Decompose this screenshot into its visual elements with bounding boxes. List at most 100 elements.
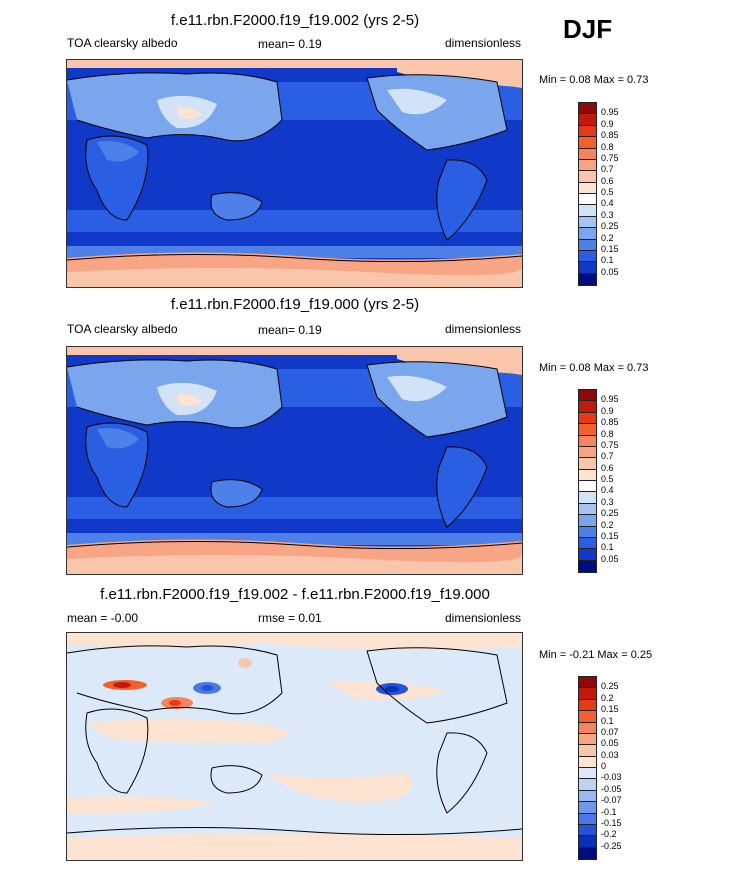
colorbar-tick-label: -0.25 bbox=[601, 840, 622, 851]
min-max-label: Min = 0.08 Max = 0.73 bbox=[539, 362, 649, 374]
colorbar-swatch bbox=[579, 515, 596, 527]
colorbar-tick-label: 0.1 bbox=[601, 715, 614, 726]
colorbar-tick-label: 0.6 bbox=[601, 175, 614, 186]
colorbar-swatch bbox=[579, 722, 596, 734]
colorbar-swatch bbox=[579, 756, 596, 768]
colorbar-tick-label: 0.4 bbox=[601, 485, 614, 496]
colorbar-swatch bbox=[579, 492, 596, 504]
colorbar-swatch bbox=[579, 148, 596, 160]
panel-title: f.e11.rbn.F2000.f19_f19.000 (yrs 2-5) bbox=[170, 296, 420, 313]
colorbar-tick-label: 0.1 bbox=[601, 542, 614, 553]
colorbar-swatch bbox=[579, 182, 596, 194]
colorbar-labels: 0.95 0.9 0.85 0.8 0.75 0.7 0.6 0.5 0.4 0.3 0.25 0.2… bbox=[601, 389, 641, 571]
colorbar-swatch bbox=[579, 446, 596, 459]
colorbar-tick-label: 0 bbox=[601, 761, 607, 771]
colorbar-tick-label: 0.8 bbox=[601, 428, 614, 439]
colorbar-tick-label: 0.07 bbox=[601, 726, 619, 737]
colorbar-swatch bbox=[579, 526, 596, 538]
colorbar-swatch bbox=[579, 537, 596, 550]
map-graphic bbox=[67, 633, 522, 860]
colorbar-tick-label: -0.05 bbox=[601, 783, 622, 794]
colorbar-tick-label: 0.6 bbox=[601, 462, 614, 473]
colorbar-swatch bbox=[579, 435, 596, 447]
colorbar-tick-label: -0.03 bbox=[601, 772, 622, 783]
albedo-map bbox=[66, 346, 523, 575]
colorbar-swatch bbox=[579, 790, 596, 803]
colorbar-tick-label: 0.3 bbox=[601, 496, 614, 507]
variable-label: TOA clearsky albedo bbox=[67, 36, 178, 50]
colorbar-tick-label: 0.9 bbox=[601, 118, 614, 129]
colorbar-swatch bbox=[579, 401, 596, 413]
colorbar-tick-label: 0.85 bbox=[601, 417, 619, 428]
colorbar-swatch bbox=[579, 560, 596, 572]
colorbar-swatch bbox=[579, 159, 596, 172]
map-graphic bbox=[67, 347, 522, 574]
colorbar-swatch bbox=[579, 424, 596, 436]
colorbar-swatch bbox=[579, 228, 596, 240]
colorbar-tick-label: 0.75 bbox=[601, 439, 619, 450]
colorbar-swatch bbox=[579, 262, 596, 274]
colorbar-tick-label: 0.2 bbox=[601, 692, 614, 703]
colorbar-tick-label: 0.03 bbox=[601, 749, 619, 760]
colorbar-swatch bbox=[579, 250, 596, 263]
colorbar-swatch bbox=[579, 813, 596, 825]
colorbar-tick-label: 0.15 bbox=[601, 243, 619, 254]
colorbar-tick-label: -0.1 bbox=[601, 806, 617, 817]
colorbar-swatch bbox=[579, 847, 596, 859]
colorbar-tick-label: 0.5 bbox=[601, 474, 614, 484]
colorbar-tick-label: 0.25 bbox=[601, 508, 619, 519]
colorbar-swatch bbox=[579, 390, 596, 402]
colorbar-tick-label: 0.9 bbox=[601, 405, 614, 416]
colorbar-tick-label: 0.3 bbox=[601, 209, 614, 220]
colorbar-swatch bbox=[579, 677, 596, 689]
colorbar-labels: 0.95 0.9 0.85 0.8 0.75 0.7 0.6 0.5 0.4 0.3 0.25 0.2… bbox=[601, 102, 641, 284]
mean-label: mean= 0.19 bbox=[258, 323, 322, 337]
colorbar-tick-label: 0.8 bbox=[601, 141, 614, 152]
colorbar-swatch bbox=[579, 779, 596, 791]
colorbar-tick-label: 0.15 bbox=[601, 704, 619, 715]
colorbar-tick-label: 0.15 bbox=[601, 530, 619, 541]
colorbar-tick-label: 0.25 bbox=[601, 681, 619, 692]
colorbar-swatch bbox=[579, 171, 596, 183]
panel-title: f.e11.rbn.F2000.f19_f19.002 - f.e11.rbn.… bbox=[100, 586, 490, 603]
colorbar-tick-label: 0.2 bbox=[601, 519, 614, 530]
colorbar-swatch bbox=[579, 412, 596, 425]
season-label: DJF bbox=[563, 14, 613, 44]
colorbar-tick-label: 0.4 bbox=[601, 198, 614, 209]
colorbar-swatch bbox=[579, 745, 596, 757]
map-graphic bbox=[67, 60, 522, 287]
colorbar-swatch bbox=[579, 469, 596, 481]
colorbar-swatch bbox=[579, 103, 596, 115]
colorbar bbox=[578, 676, 597, 860]
colorbar-tick-label: 0.7 bbox=[601, 164, 614, 175]
units-label: dimensionless bbox=[445, 36, 522, 50]
colorbar-tick-label: 0.05 bbox=[601, 266, 619, 277]
colorbar-tick-label: 0.1 bbox=[601, 255, 614, 266]
colorbar-swatch bbox=[579, 273, 596, 285]
colorbar-tick-label: 0.95 bbox=[601, 394, 619, 405]
colorbar-tick-label: 0.75 bbox=[601, 152, 619, 163]
colorbar-labels: 0.25 0.2 0.15 0.1 0.07 0.05 0.03 0 -0.03 -0.05 -0.… bbox=[601, 676, 641, 858]
mean-label: mean = -0.00 bbox=[67, 611, 139, 625]
min-max-label: Min = -0.21 Max = 0.25 bbox=[539, 649, 653, 661]
colorbar-tick-label: 0.25 bbox=[601, 221, 619, 232]
colorbar bbox=[578, 102, 597, 286]
variable-label: TOA clearsky albedo bbox=[67, 322, 178, 336]
colorbar bbox=[578, 389, 597, 573]
colorbar-swatch bbox=[579, 699, 596, 712]
colorbar-tick-label: 0.85 bbox=[601, 130, 619, 141]
colorbar-swatch bbox=[579, 503, 596, 516]
units-label: dimensionless bbox=[445, 611, 522, 625]
colorbar-swatch bbox=[579, 549, 596, 561]
colorbar-tick-label: 0.05 bbox=[601, 738, 619, 749]
colorbar-tick-label: -0.2 bbox=[601, 829, 617, 840]
colorbar-tick-label: 0.2 bbox=[601, 232, 614, 243]
colorbar-swatch bbox=[579, 137, 596, 149]
colorbar-tick-label: 0.95 bbox=[601, 107, 619, 118]
albedo-map bbox=[66, 59, 523, 288]
units-label: dimensionless bbox=[445, 322, 522, 336]
rmse-label: rmse = 0.01 bbox=[258, 611, 322, 625]
colorbar-swatch bbox=[579, 216, 596, 229]
colorbar-tick-label: 0.7 bbox=[601, 451, 614, 462]
colorbar-swatch bbox=[579, 114, 596, 126]
